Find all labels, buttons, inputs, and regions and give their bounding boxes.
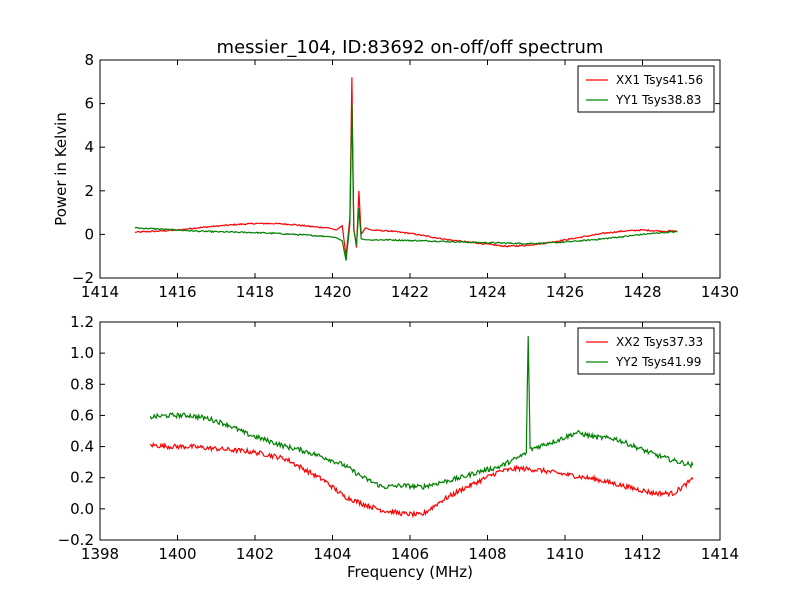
y-tick-label: −0.2: [58, 531, 94, 549]
series-line-bottom-1: [149, 335, 694, 491]
x-tick-label: 1406: [391, 545, 429, 563]
legend-box: [577, 327, 715, 375]
x-tick-label: 1408: [468, 545, 506, 563]
x-tick-label: 1420: [313, 283, 351, 301]
x-tick-label: 1424: [468, 283, 506, 301]
y-tick-label: 1.2: [70, 313, 94, 331]
x-tick-label: 1400: [158, 545, 196, 563]
y-tick-label: 0.8: [70, 375, 94, 393]
y-tick-label: 6: [84, 95, 94, 113]
x-tick-label: 1398: [81, 545, 119, 563]
series-line-top-1: [134, 103, 678, 261]
y-tick-label: −2: [72, 269, 94, 287]
x-tick-label: 1416: [158, 283, 196, 301]
x-tick-label: 1428: [623, 283, 661, 301]
legend-top: XX1 Tsys41.56 YY1 Tsys38.83: [577, 65, 715, 113]
y-tick-label: 1.0: [70, 344, 94, 362]
series-line-top-0: [134, 77, 678, 257]
y-tick-label: 2: [84, 182, 94, 200]
x-tick-label: 1414: [701, 545, 739, 563]
top-panel: 1414 1416 1418 1420 1422 1424 1426 1428 1430 −2 0 2…: [52, 51, 739, 301]
x-tick-label: 1412: [623, 545, 661, 563]
legend-entry: XX1 Tsys41.56: [616, 73, 703, 87]
x-tick-label: 1422: [391, 283, 429, 301]
x-tick-label: 1404: [313, 545, 351, 563]
legend-box: [577, 65, 715, 113]
legend-entry: YY2 Tsys41.99: [615, 355, 701, 369]
x-axis-label: Frequency (MHz): [347, 563, 473, 581]
x-tick-label: 1410: [546, 545, 584, 563]
y-tick-label: 0.4: [70, 438, 94, 456]
series-line-bottom-0: [149, 441, 694, 519]
legend-bottom: XX2 Tsys37.33 YY2 Tsys41.99: [577, 327, 715, 375]
y-axis-label: Power in Kelvin: [52, 112, 70, 226]
legend-entry: YY1 Tsys38.83: [615, 93, 701, 107]
x-tick-label: 1430: [701, 283, 739, 301]
y-tick-label: 0: [84, 225, 94, 243]
x-tick-label: 1402: [236, 545, 274, 563]
x-tick-label: 1414: [81, 283, 119, 301]
y-tick-label: 8: [84, 51, 94, 69]
y-tick-label: 4: [84, 138, 94, 156]
figure-title: messier_104, ID:83692 on-off/off spectru…: [217, 37, 604, 58]
bottom-panel: 1398 1400 1402 1404 1406 1408 1410 1412 1414 −0.2…: [58, 313, 740, 581]
y-tick-label: 0.6: [70, 406, 94, 424]
x-tick-label: 1426: [546, 283, 584, 301]
legend-entry: XX2 Tsys37.33: [616, 335, 703, 349]
y-tick-label: 0.0: [70, 500, 94, 518]
x-tick-label: 1418: [236, 283, 274, 301]
y-tick-label: 0.2: [70, 469, 94, 487]
